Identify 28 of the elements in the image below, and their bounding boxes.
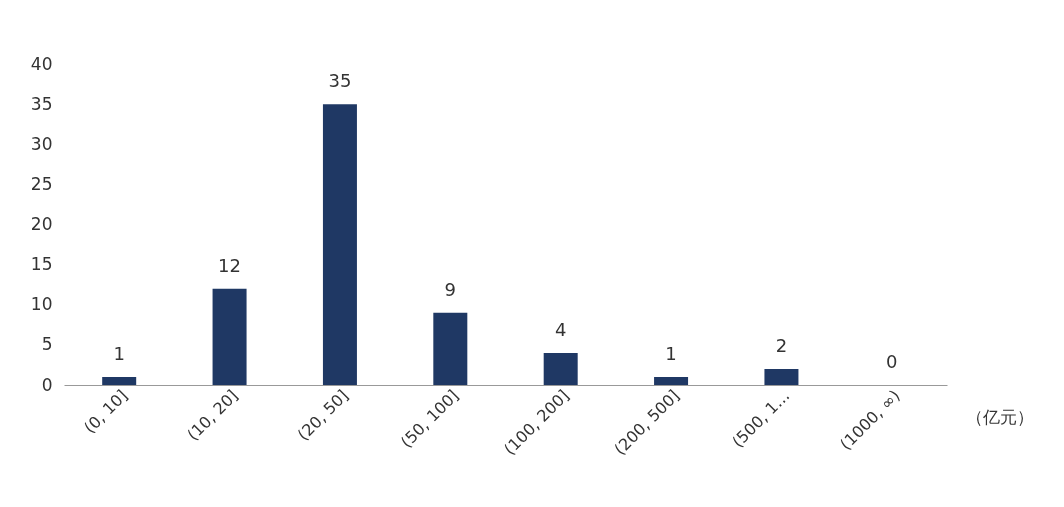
y-tick-label: 0	[41, 374, 53, 395]
data-label: 2	[775, 334, 788, 356]
data-label: 1	[113, 342, 125, 364]
x-tick-label: (0, 10]	[80, 386, 132, 438]
data-label: 35	[328, 70, 352, 92]
data-label: 9	[444, 278, 457, 300]
data-label: 0	[886, 351, 898, 372]
bar	[764, 368, 799, 385]
y-tick-label: 20	[30, 214, 53, 234]
y-tick-label: 15	[30, 254, 53, 275]
y-tick-label: 10	[30, 294, 53, 315]
y-tick-label: 25	[30, 173, 53, 194]
data-label: 4	[554, 318, 567, 340]
bar	[433, 312, 468, 385]
y-tick-label: 40	[30, 53, 53, 74]
bar	[543, 352, 578, 385]
bar	[654, 376, 689, 385]
y-tick-label: 35	[30, 93, 53, 114]
x-axis-title: （亿元）	[965, 406, 1034, 427]
data-label: 1	[665, 342, 677, 364]
bar	[102, 376, 137, 385]
data-label: 12	[218, 254, 242, 276]
bar	[322, 104, 357, 385]
y-tick-label: 5	[41, 334, 53, 355]
bar	[212, 288, 247, 385]
x-tick-label: (10, 20]	[183, 386, 242, 445]
x-tick-label: (20, 50]	[293, 386, 352, 445]
y-tick-label: 30	[30, 133, 53, 154]
